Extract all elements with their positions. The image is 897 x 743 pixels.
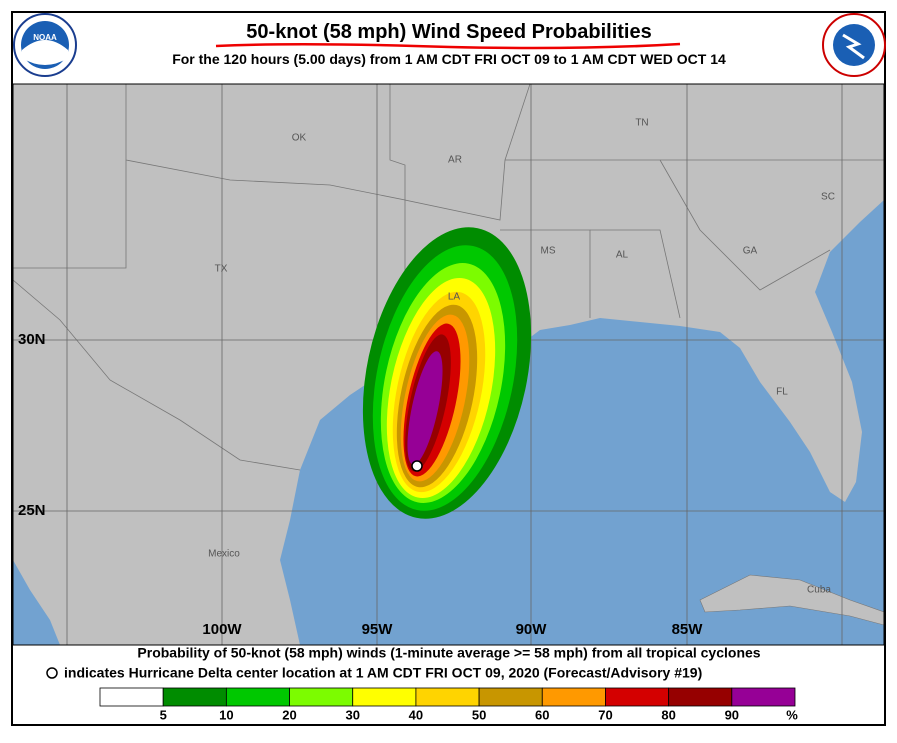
region-label: SC [821, 192, 835, 203]
footer-line2: indicates Hurricane Delta center locatio… [64, 665, 702, 681]
svg-text:NOAA: NOAA [33, 33, 57, 42]
legend-swatch [162, 687, 227, 707]
map: OK AR TN MS AL GA SC TX LA FL Mexico Cuba 30N 25N 100… [12, 83, 885, 646]
legend-label: 90 [725, 707, 739, 722]
region-label: TX [215, 264, 228, 275]
region-label: FL [776, 387, 788, 398]
legend: 5 10 20 30 40 50 60 70 80 90% [99, 687, 798, 722]
legend-swatch [225, 687, 290, 707]
legend-swatch [415, 687, 480, 707]
legend-label: 40 [409, 707, 423, 722]
legend-label: 80 [661, 707, 675, 722]
region-label: LA [448, 292, 461, 303]
legend-swatch [352, 687, 417, 707]
region-label: AL [616, 250, 629, 261]
region-label: TN [635, 118, 648, 129]
region-label: OK [292, 133, 307, 144]
storm-symbol [46, 667, 58, 679]
legend-swatch [541, 687, 606, 707]
region-label: GA [743, 246, 758, 257]
legend-label: 20 [282, 707, 296, 722]
gulf-water [280, 200, 884, 645]
legend-label: 5 [160, 707, 167, 722]
nws-logo [822, 13, 886, 77]
latitude-label: 30N [18, 331, 46, 348]
legend-swatch [605, 687, 670, 707]
map-border [12, 83, 885, 646]
longitude-label: 100W [202, 621, 242, 638]
longitude-label: 90W [516, 621, 548, 638]
noaa-logo: NOAA [13, 13, 77, 77]
legend-label: 10 [219, 707, 233, 722]
legend-swatch [731, 687, 796, 707]
pacific-water [13, 560, 60, 645]
longitude-label: 85W [672, 621, 704, 638]
region-label: MS [541, 246, 556, 257]
footer-line1: Probability of 50-knot (58 mph) winds (1… [137, 645, 760, 661]
underline [215, 42, 681, 50]
legend-unit: % [786, 707, 798, 722]
latitude-label: 25N [18, 502, 46, 519]
region-label: Cuba [807, 585, 831, 596]
legend-label: 50 [472, 707, 486, 722]
legend-swatch [289, 687, 354, 707]
probability-contours [362, 227, 532, 519]
contour-band [407, 351, 443, 465]
title: 50-knot (58 mph) Wind Speed Probabilitie… [246, 21, 651, 43]
legend-label: 60 [535, 707, 549, 722]
legend-swatch [99, 687, 164, 707]
legend-label: 30 [345, 707, 359, 722]
storm-center [411, 460, 423, 472]
legend-swatch [668, 687, 733, 707]
cuba [699, 574, 884, 626]
region-label: AR [448, 155, 462, 166]
subtitle: For the 120 hours (5.00 days) from 1 AM … [172, 51, 726, 67]
region-label: Mexico [208, 549, 240, 560]
legend-label: 70 [598, 707, 612, 722]
longitude-label: 95W [362, 621, 394, 638]
legend-swatch [478, 687, 543, 707]
